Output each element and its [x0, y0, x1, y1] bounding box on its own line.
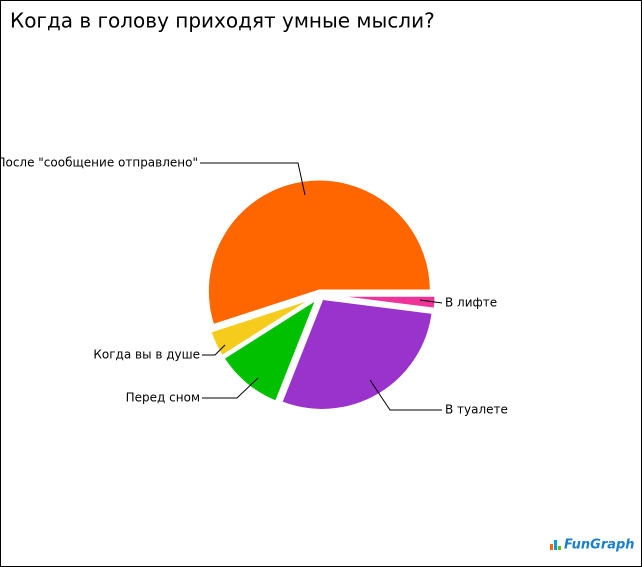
- pie-slice: [278, 296, 435, 412]
- pie-slice: [220, 294, 321, 405]
- leader-line: [369, 379, 442, 411]
- leader-line: [202, 344, 226, 356]
- leader-line: [200, 162, 306, 196]
- slice-label: Когда вы в душе: [93, 348, 200, 362]
- slice-label: В лифте: [445, 296, 497, 310]
- leader-line: [419, 299, 443, 304]
- watermark: FunGraph: [564, 538, 635, 553]
- watermark-logo: [550, 540, 561, 550]
- chart-title: Когда в голову приходят умные мысли?: [10, 9, 435, 33]
- slice-label: После "сообщение отправлено": [0, 156, 198, 170]
- leader-line: [202, 377, 259, 399]
- pie-slice: [207, 295, 318, 359]
- slice-label: Перед сном: [126, 391, 200, 405]
- slice-label: В туалете: [445, 403, 508, 417]
